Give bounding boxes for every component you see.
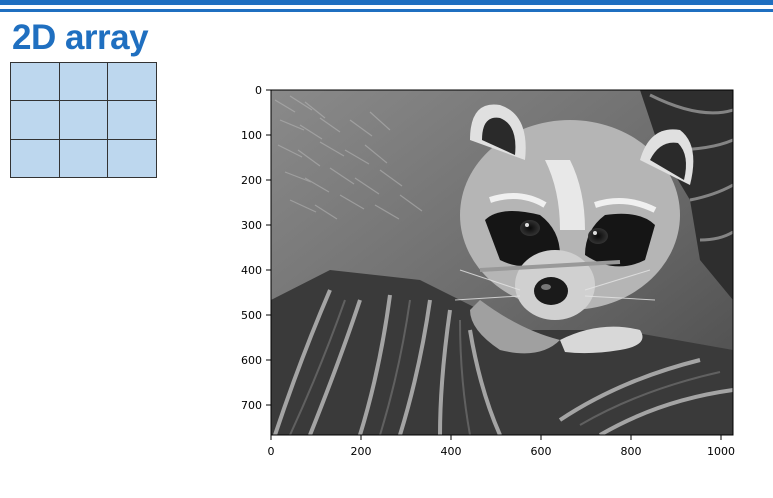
x-tick-label: 400 <box>441 445 462 458</box>
array-grid-diagram <box>10 62 157 178</box>
array-cell <box>108 63 157 102</box>
array-cell <box>59 139 109 178</box>
y-tick-label: 700 <box>241 399 262 412</box>
y-tick-label: 500 <box>241 309 262 322</box>
y-tick-label: 200 <box>241 174 262 187</box>
y-tick-label: 100 <box>241 129 262 142</box>
array-cell <box>11 101 60 140</box>
x-tick-label: 1000 <box>707 445 735 458</box>
x-tick-label: 600 <box>531 445 552 458</box>
y-tick-label: 600 <box>241 354 262 367</box>
array-cell <box>59 101 109 140</box>
x-axis-ticks <box>270 435 722 440</box>
x-tick-label: 800 <box>621 445 642 458</box>
raccoon-image <box>271 90 733 435</box>
array-cell <box>108 101 157 140</box>
array-cell <box>11 139 60 178</box>
y-tick-label: 0 <box>255 84 262 97</box>
top-rule-thick <box>0 0 773 5</box>
array-cell <box>59 63 109 102</box>
x-tick-label: 0 <box>268 445 275 458</box>
array-cell <box>11 63 60 102</box>
x-tick-label: 200 <box>351 445 372 458</box>
y-tick-label: 400 <box>241 264 262 277</box>
y-tick-label: 300 <box>241 219 262 232</box>
plot-frame <box>270 89 734 436</box>
slide-title: 2D array <box>12 18 149 57</box>
array-cell <box>108 139 157 178</box>
y-axis-ticks <box>266 89 271 406</box>
top-rule-thin <box>0 9 773 12</box>
